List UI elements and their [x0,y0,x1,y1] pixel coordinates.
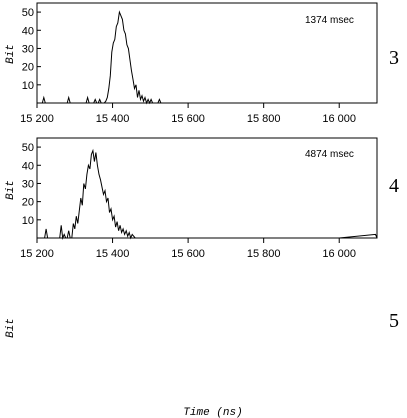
y-tick-label: 30 [22,178,34,190]
panel-5-number: 5 [389,310,399,332]
y-tick-label: 30 [22,43,34,55]
y-tick-label: 20 [22,197,34,209]
panel-4-number: 4 [389,175,399,197]
x-tick-label: 16 000 [322,113,356,125]
panel-4-yticks: 10 20 30 40 50 [22,142,41,227]
y-tick-label: 10 [22,215,34,227]
y-tick-label: 50 [22,142,34,154]
panel-3-xticks: 15 200 15 400 15 600 15 800 16 000 [20,103,356,125]
x-tick-label: 15 600 [171,248,205,260]
panel-3-series-line [37,10,377,105]
x-axis-title: Time (ns) [183,407,242,418]
y-tick-label: 40 [22,160,34,172]
x-tick-label: 15 200 [20,248,54,260]
x-tick-label: 15 400 [96,113,130,125]
x-tick-label: 15 200 [20,113,54,125]
y-tick-label: 20 [22,62,34,74]
panel-4-xticks: 15 200 15 400 15 600 15 800 16 000 [20,238,356,260]
x-tick-label: 15 800 [247,113,281,125]
y-tick-label: 50 [22,7,34,19]
x-tick-label: 15 600 [171,113,205,125]
y-tick-label: 40 [22,25,34,37]
panel-3-annotation: 1374 msec [305,15,354,26]
panel-3-yticks: 10 20 30 40 50 [22,7,41,92]
panel-5-ylabel: Bit [5,318,17,338]
panel-3-ylabel: Bit [5,44,17,64]
x-tick-label: 15 400 [96,248,130,260]
panel-4-annotation: 4874 msec [305,149,354,160]
panel-5: Bit 5 Time (ns) [5,310,399,418]
x-tick-label: 16 000 [322,248,356,260]
y-tick-label: 10 [22,80,34,92]
panel-3-number: 3 [389,47,399,69]
x-tick-label: 15 800 [247,248,281,260]
panel-4-series-line [37,148,378,240]
panel-4-ylabel: Bit [5,180,17,200]
